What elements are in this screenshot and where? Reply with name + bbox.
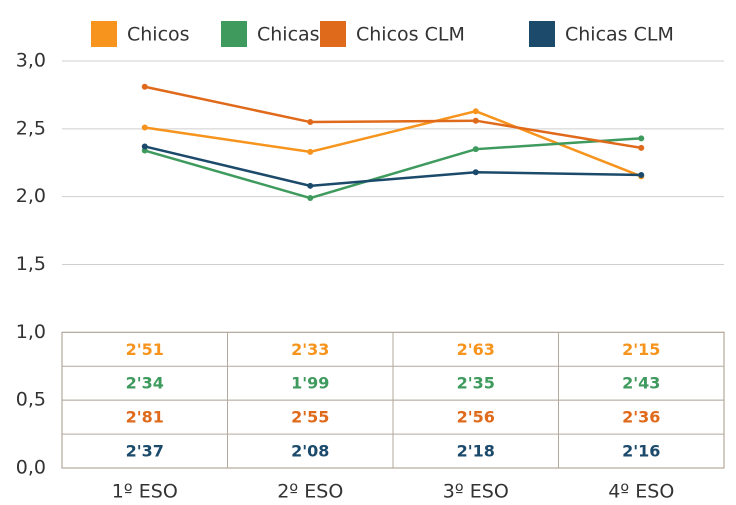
point [472, 108, 479, 115]
y-tick-label: 3,0 [16, 50, 46, 72]
point [638, 171, 645, 178]
x-tick-label: 3º ESO [443, 481, 509, 503]
point [307, 148, 314, 155]
table-value: 2'18 [457, 442, 495, 461]
point [307, 182, 314, 189]
point [638, 135, 645, 142]
x-tick-label: 1º ESO [112, 481, 178, 503]
table-value: 2'08 [291, 442, 329, 461]
legend-label: Chicas [257, 24, 320, 46]
series-line [144, 137, 642, 200]
point [472, 146, 479, 153]
legend-label: Chicos [127, 24, 190, 46]
table-value: 2'15 [622, 340, 660, 359]
point [141, 124, 148, 131]
table-value: 2'55 [291, 408, 329, 427]
point [141, 143, 148, 150]
series-line [144, 145, 642, 188]
table-value: 2'36 [622, 408, 660, 427]
y-tick-label: 1,0 [16, 321, 46, 343]
point [472, 117, 479, 124]
table-value: 2'56 [457, 408, 495, 427]
legend-swatch [91, 21, 117, 47]
x-tick-label: 2º ESO [277, 481, 343, 503]
legend-label: Chicas CLM [565, 24, 674, 46]
point [307, 195, 314, 202]
y-tick-label: 0,0 [16, 457, 46, 479]
table-value: 2'37 [126, 442, 164, 461]
legend-label: Chicos CLM [356, 24, 465, 46]
table-value: 2'34 [126, 374, 164, 393]
point [307, 119, 314, 126]
point [638, 144, 645, 151]
x-tick-label: 4º ESO [608, 481, 674, 503]
y-tick-label: 2,0 [16, 185, 46, 207]
table-value: 2'51 [126, 340, 164, 359]
table-value: 2'63 [457, 340, 495, 359]
legend-swatch [320, 21, 346, 47]
y-tick-label: 2,5 [16, 117, 46, 139]
table-value: 1'99 [291, 374, 329, 393]
table-value: 2'81 [126, 408, 164, 427]
table-value: 2'16 [622, 442, 660, 461]
point [141, 83, 148, 90]
y-tick-label: 1,5 [16, 253, 46, 275]
legend-swatch [221, 21, 247, 47]
y-tick-label: 0,5 [16, 389, 46, 411]
table-value: 2'43 [622, 374, 660, 393]
series-line [144, 85, 642, 150]
point [472, 169, 479, 176]
table-value: 2'35 [457, 374, 495, 393]
table-value: 2'33 [291, 340, 329, 359]
legend-swatch [529, 21, 555, 47]
